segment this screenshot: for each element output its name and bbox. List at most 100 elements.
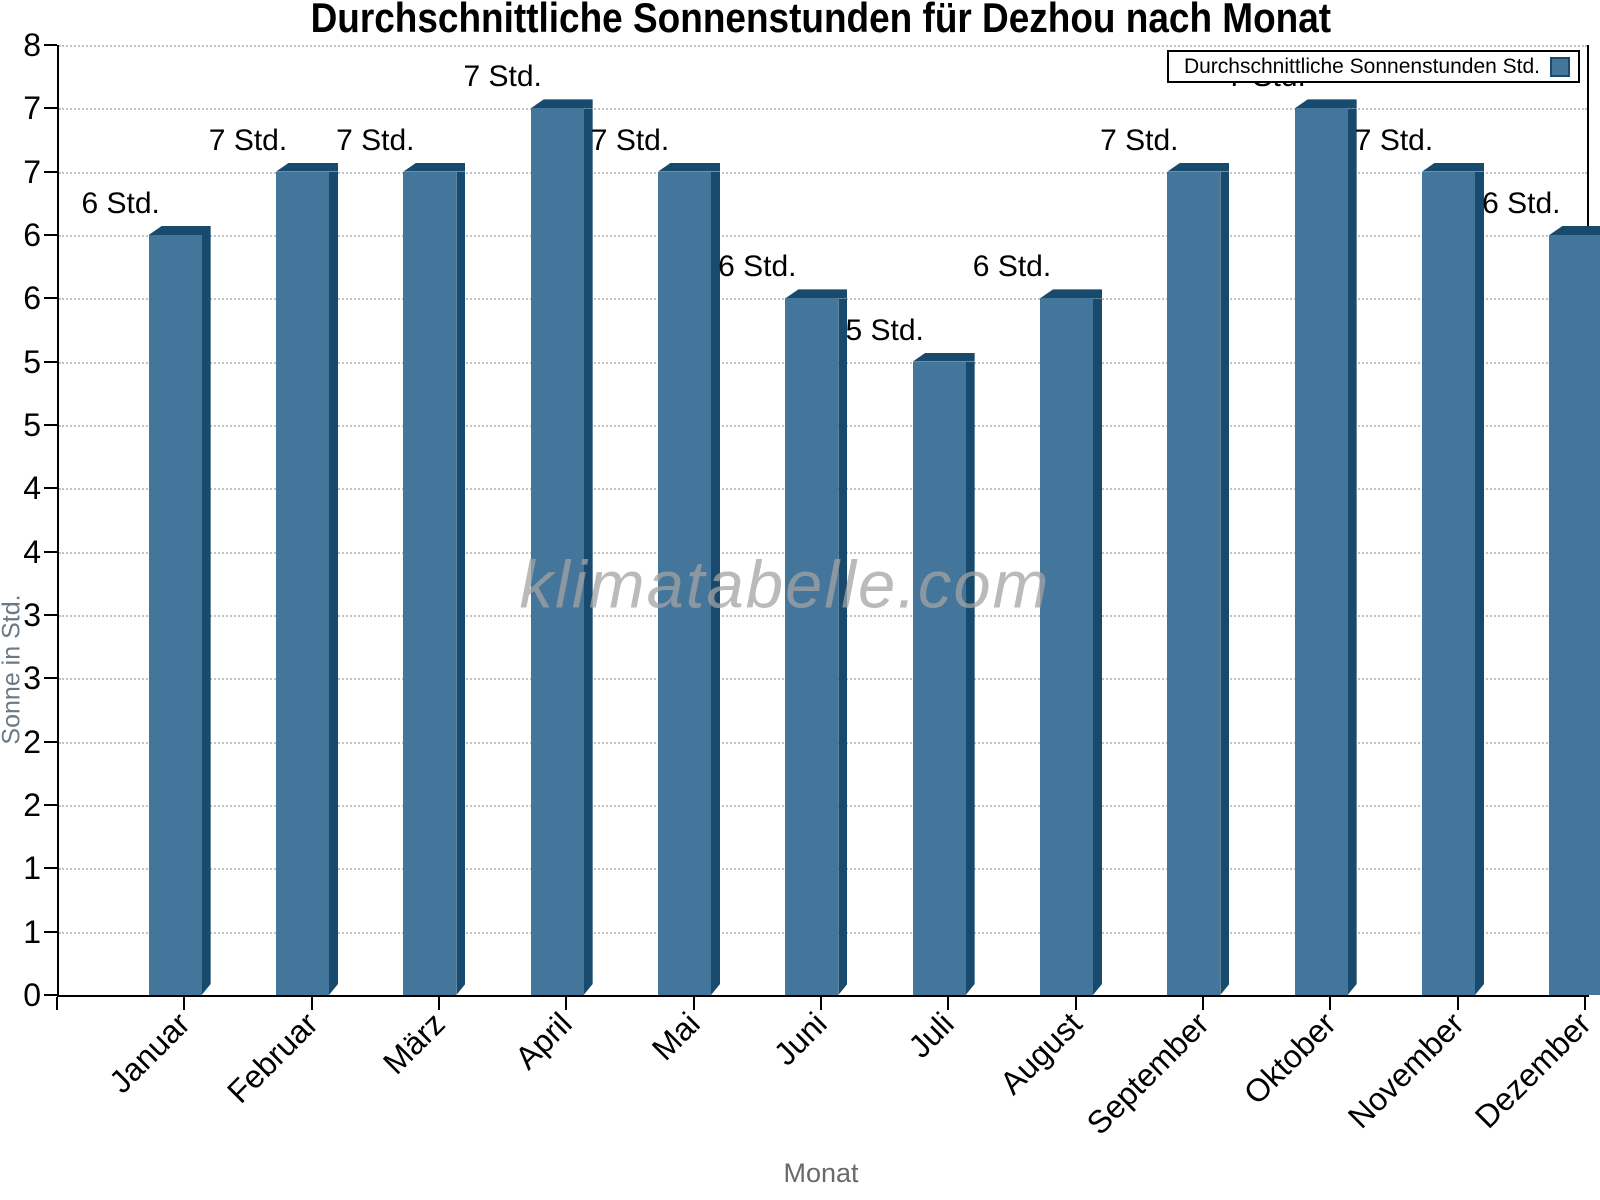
legend: Durchschnittliche Sonnenstunden Std. [1167,50,1580,83]
y-tick-label: 2 [23,787,41,823]
x-axis-tick [947,997,950,1010]
x-axis-tick [183,997,186,1010]
bar-november [1422,162,1484,995]
bar-face [148,235,202,995]
y-axis-tick [44,107,57,110]
bar-value-label: 6 Std. [1482,187,1561,220]
y-axis-tick [44,614,57,616]
x-axis-tick [1456,997,1459,1010]
x-axis-tick [820,997,822,1010]
y-tick-label: 7 [23,90,41,127]
bar-top-edge [912,352,975,362]
bar-face [1549,235,1600,995]
bar-face [1294,108,1348,995]
y-axis-tick [44,677,57,680]
bar-face [912,361,966,995]
bar-value-label: 7 Std. [1100,123,1179,157]
bar-right-edge [711,172,720,995]
bar-face [1040,298,1093,995]
bar-februar [276,162,338,995]
y-tick-label: 1 [23,913,41,950]
bar-value-label: 7 Std. [1354,123,1434,157]
bar-dezember [1549,226,1600,995]
bar-value-label: 7 Std. [463,60,542,94]
bar-märz [403,162,466,995]
y-axis-tick [44,170,57,173]
y-tick-label: 5 [23,407,41,443]
bar-face [658,171,711,995]
y-tick-label: 8 [23,27,41,63]
y-axis-tick [44,867,57,870]
bar-face [1167,171,1221,995]
y-axis-tick [44,234,57,236]
bar-right-edge [202,235,211,995]
bar-value-label: 6 Std. [718,250,797,284]
bar-top-edge [148,226,211,235]
bar-right-edge [1093,298,1102,995]
y-tick-label: 3 [23,660,41,697]
x-axis-tick [56,997,58,1010]
y-gridline [59,171,1587,174]
bar-value-label: 6 Std. [81,187,160,220]
bar-top-edge [1167,162,1230,172]
bar-april [530,99,593,995]
bar-top-edge [1294,99,1357,109]
y-tick-label: 4 [23,470,41,507]
watermark: klimatabelle.com [519,547,1051,623]
y-tick-label: 3 [23,597,41,633]
plot-area [57,45,1600,997]
chart-title: Durchschnittliche Sonnenstunden für Dezh… [57,0,1585,42]
y-tick-label: 1 [23,850,41,887]
y-tick-label: 0 [23,977,41,1013]
y-axis-tick [44,804,57,806]
x-axis-tick [565,997,568,1010]
legend-swatch-icon [1550,56,1570,77]
bar-januar [148,226,211,995]
bar-top-edge [1422,162,1484,172]
y-axis-tick [44,930,57,933]
bar-value-label: 7 Std. [590,123,670,157]
bar-right-edge [329,172,338,995]
y-axis-tick [44,550,57,553]
bar-right-edge [1220,172,1229,995]
bar-right-edge [1348,108,1357,995]
bar-value-label: 6 Std. [972,250,1052,284]
bar-top-edge [658,162,720,172]
bar-right-edge [584,108,593,995]
x-axis-title: Monat [783,1158,859,1188]
y-axis-tick [44,994,57,996]
bar-top-edge [403,162,466,172]
x-axis-tick [1202,997,1204,1010]
y-axis-tick [44,424,57,426]
bar-top-edge [1040,289,1102,299]
y-gridline [59,235,1587,237]
y-axis-tick [44,297,57,300]
x-axis-tick [310,997,313,1010]
bar-right-edge [966,362,975,995]
bar-value-label: 7 Std. [336,123,415,157]
bar-top-edge [530,99,593,109]
bar-right-edge [838,298,847,995]
bar-juni [785,289,848,995]
x-axis-tick [692,997,695,1010]
bar-top-edge [1549,226,1600,235]
y-tick-label: 7 [23,153,41,190]
bar-top-edge [276,162,338,172]
chart-title-text: Durchschnittliche Sonnenstunden für Dezh… [310,0,1332,41]
y-tick-label: 4 [23,533,41,570]
bar-august [1040,289,1102,995]
x-axis-tick [1329,997,1332,1010]
y-tick-label: 6 [23,280,41,317]
bar-top-edge [785,289,848,299]
legend-label: Durchschnittliche Sonnenstunden Std. [1183,54,1540,78]
y-tick-label: 2 [23,723,41,760]
bar-face [403,171,457,995]
x-axis-tick [1584,997,1586,1010]
bar-mai [658,162,720,995]
y-tick-label: 5 [23,343,41,380]
bar-value-label: 5 Std. [845,313,924,347]
y-axis-tick [44,487,57,490]
bar-juli [912,352,975,995]
bar-face [1422,171,1475,995]
